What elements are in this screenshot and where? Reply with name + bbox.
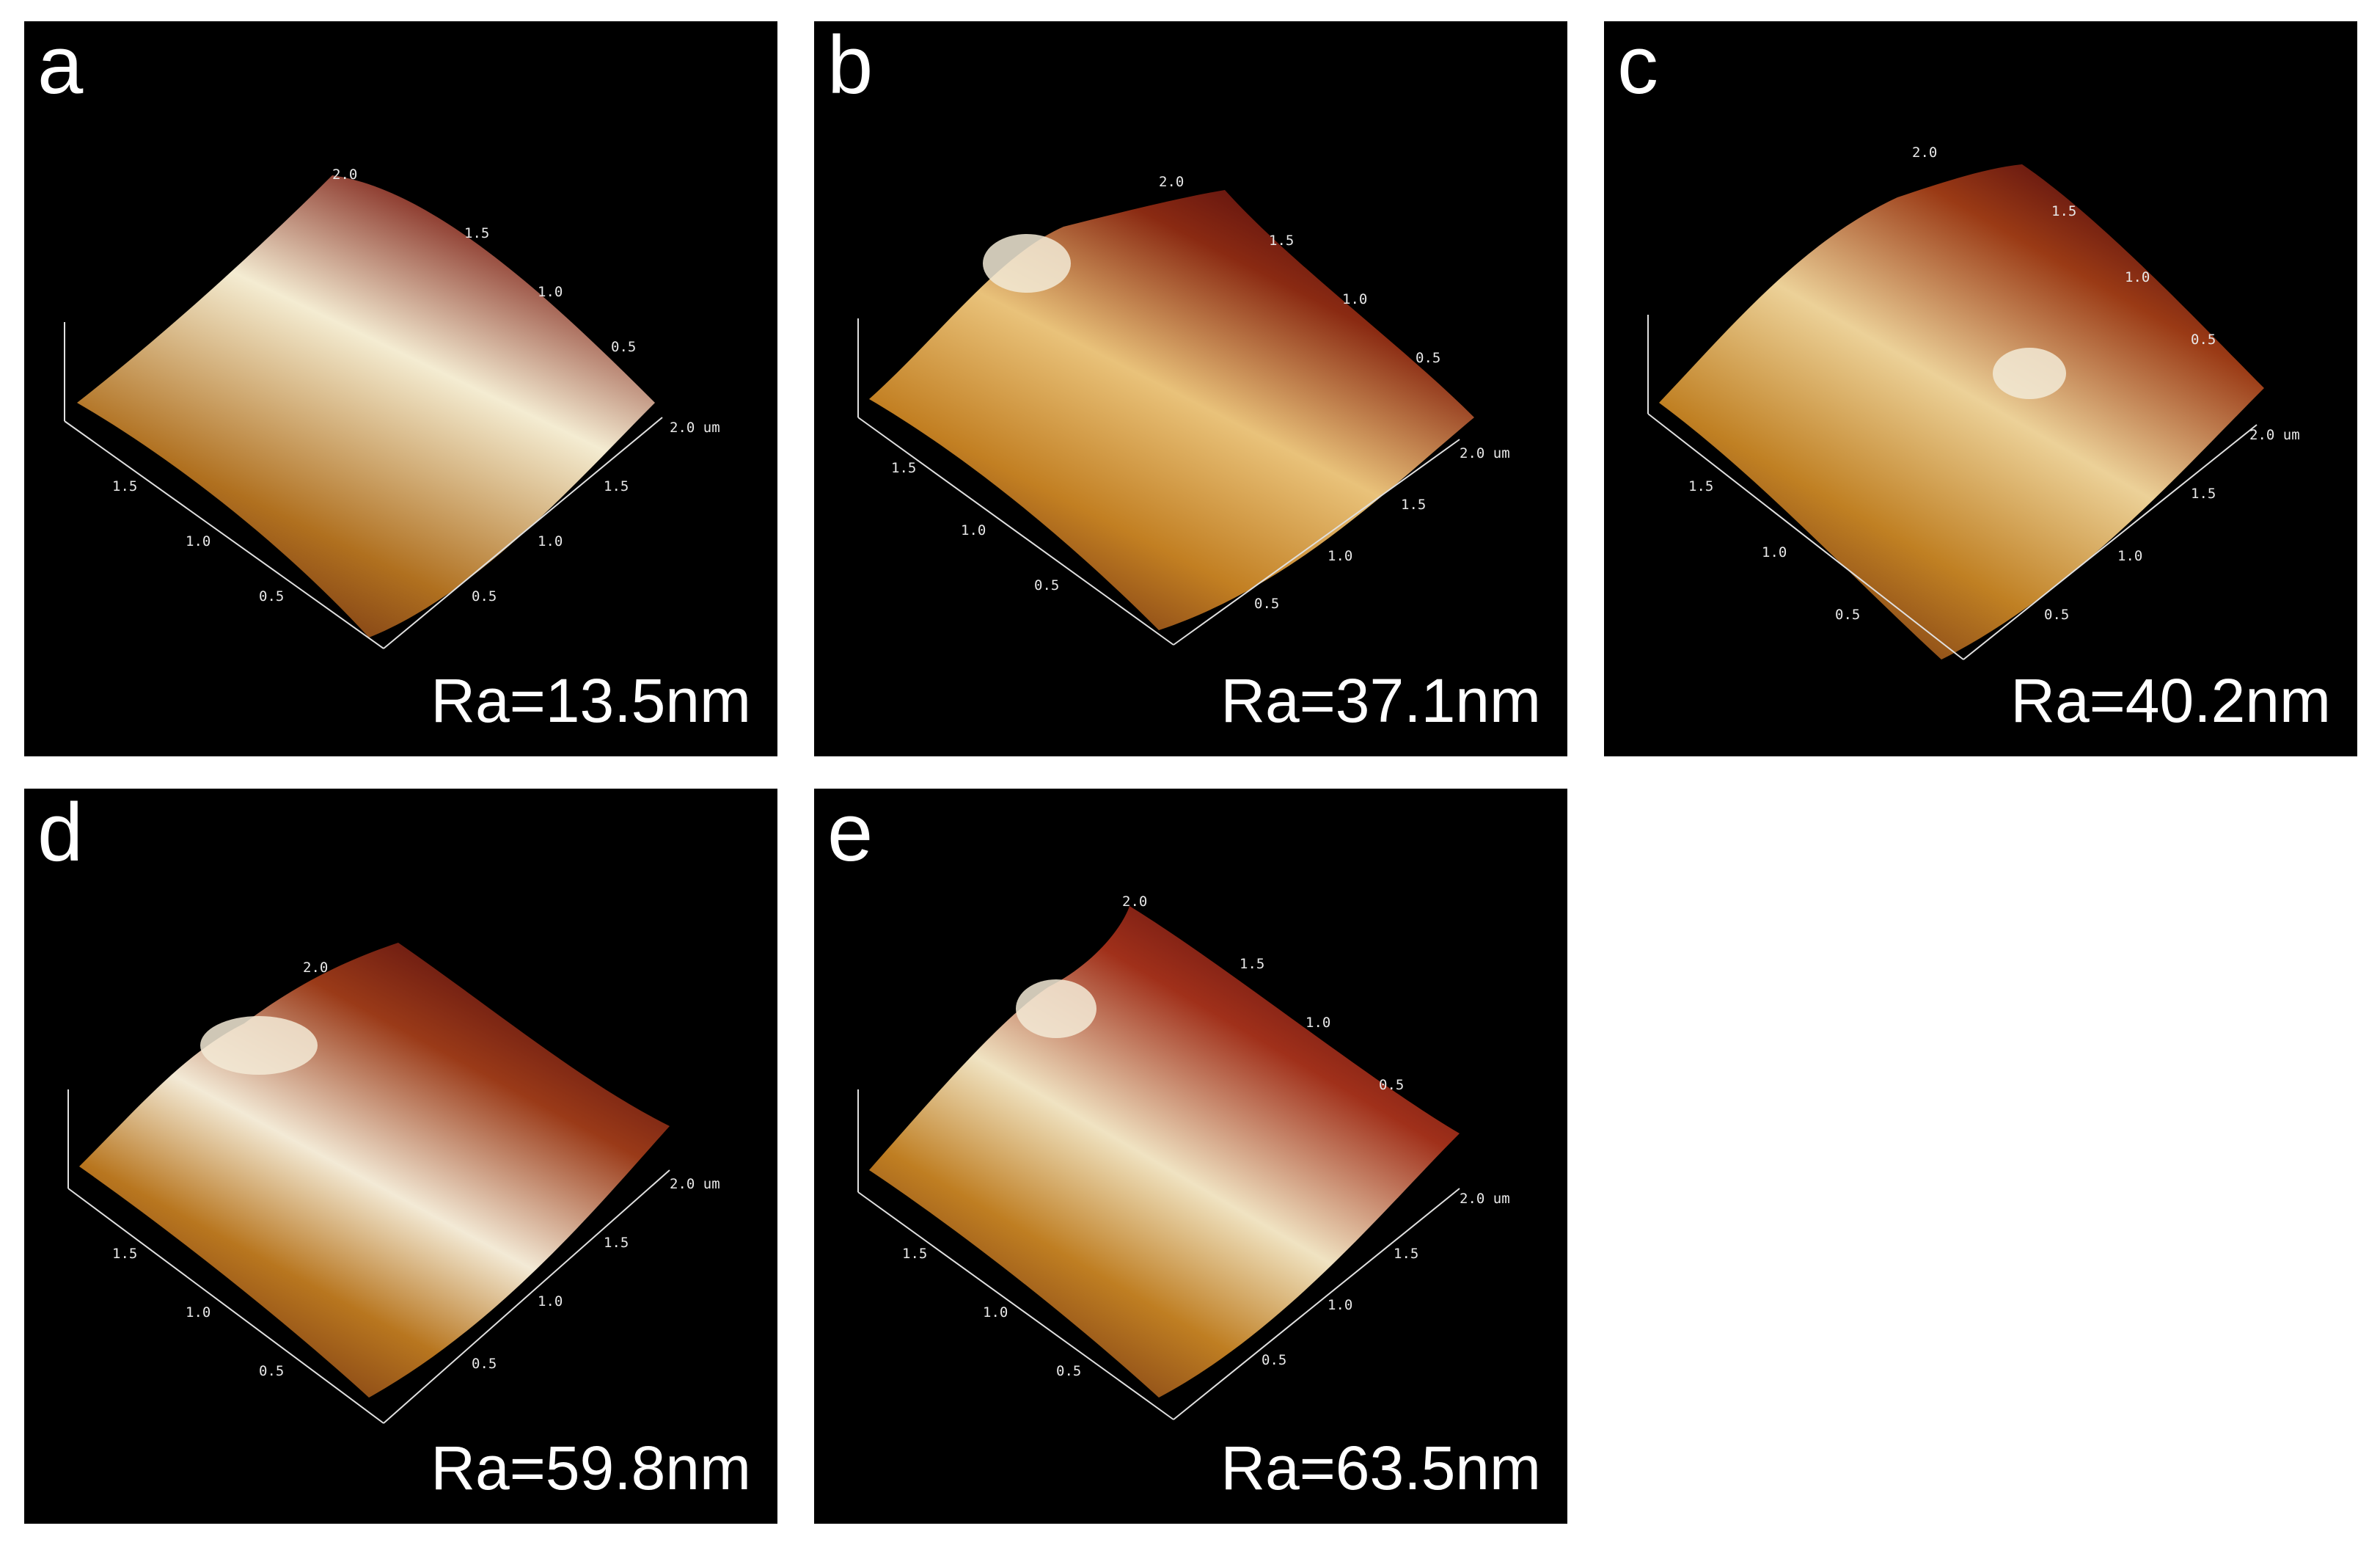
tick-back-3: 1.0: [2125, 269, 2150, 285]
tick-back-2: 1.5: [464, 225, 489, 241]
tick-left-1: 1.5: [1688, 478, 1713, 494]
tick-right-2: 1.5: [1394, 1246, 1418, 1262]
tick-right-2: 1.5: [604, 478, 629, 494]
tick-left-3: 0.5: [1835, 607, 1860, 623]
roughness-label: Ra=13.5nm: [431, 666, 751, 735]
tick-left-2: 1.0: [1762, 544, 1787, 560]
panel-letter: b: [827, 21, 874, 111]
panel-letter: c: [1617, 21, 1658, 111]
afm-surface: [1659, 164, 2264, 660]
tick-back-2: 1.5: [1269, 233, 1294, 249]
tick-left-3: 0.5: [1056, 1363, 1081, 1379]
tick-right-4: 0.5: [472, 1356, 497, 1372]
afm-surface-plot: 1.5 1.0 0.5 2.0 um 1.5 1.0 0.5 2.0 1.5 1…: [857, 174, 1510, 646]
afm-panel-b: 1.5 1.0 0.5 2.0 um 1.5 1.0 0.5 2.0 1.5 1…: [814, 21, 1567, 756]
panel-letter: a: [37, 21, 84, 111]
axis-left: [1647, 413, 1964, 660]
afm-surface-plot: 1.5 1.0 0.5 2.0 um 1.5 1.0 0.5 2.0: [67, 943, 720, 1424]
tick-right-4: 0.5: [1254, 596, 1279, 612]
tick-left-1: 1.5: [902, 1246, 927, 1262]
axis-left: [857, 417, 1174, 646]
tick-left-2: 1.0: [186, 1304, 210, 1321]
panel-letter: d: [37, 789, 84, 878]
roughness-label: Ra=37.1nm: [1220, 666, 1541, 735]
tick-back-2: 1.5: [2051, 203, 2076, 219]
tick-left-3: 0.5: [259, 588, 284, 605]
afm-surface-plot: 1.5 1.0 0.5 2.0 um 1.5 1.0 0.5 2.0 1.5 1…: [1647, 145, 2300, 660]
tick-back-1: 2.0: [1912, 145, 1937, 161]
tick-right-2: 1.5: [1401, 497, 1426, 513]
axis-right: [383, 1169, 670, 1424]
tick-right-1: 2.0 um: [670, 1176, 720, 1192]
axis-right: [1963, 424, 2258, 660]
tick-back-3: 1.0: [1342, 291, 1367, 307]
tick-right-2: 1.5: [604, 1235, 629, 1251]
tick-right-4: 0.5: [2044, 607, 2069, 623]
tick-right-1: 2.0 um: [2249, 427, 2300, 443]
roughness-label: Ra=59.8nm: [431, 1433, 751, 1502]
tick-right-3: 1.0: [1328, 1297, 1352, 1313]
tick-left-3: 0.5: [259, 1363, 284, 1379]
tick-right-3: 1.0: [538, 533, 563, 549]
roughness-label: Ra=63.5nm: [1220, 1433, 1541, 1502]
tick-right-3: 1.0: [2117, 548, 2142, 564]
tick-right-4: 0.5: [472, 588, 497, 605]
afm-surface: [77, 175, 655, 638]
afm-surface: [869, 190, 1474, 630]
tick-left-1: 1.5: [112, 1246, 137, 1262]
tick-left-2: 1.0: [983, 1304, 1008, 1321]
tick-right-1: 2.0 um: [1460, 1191, 1510, 1207]
afm-panel-c: 1.5 1.0 0.5 2.0 um 1.5 1.0 0.5 2.0 1.5 1…: [1604, 21, 2357, 756]
tick-back-1: 2.0: [1159, 174, 1184, 190]
tick-back-4: 0.5: [1416, 350, 1440, 366]
roughness-label: Ra=40.2nm: [2010, 666, 2331, 735]
axis-right: [1173, 1188, 1460, 1420]
tick-back-3: 1.0: [1306, 1015, 1330, 1031]
afm-panel-e: 1.5 1.0 0.5 2.0 um 1.5 1.0 0.5 2.0 1.5 1…: [814, 789, 1567, 1524]
tick-left-1: 1.5: [891, 460, 916, 476]
afm-panel-a: 1.5 1.0 0.5 2.0 um 1.5 1.0 0.5 2.0 1.5 1…: [24, 21, 777, 756]
afm-surface-plot: 1.5 1.0 0.5 2.0 um 1.5 1.0 0.5 2.0 1.5 1…: [857, 894, 1510, 1420]
tick-right-3: 1.0: [1328, 548, 1352, 564]
tick-back-2: 1.5: [1240, 956, 1264, 972]
axis-left: [64, 420, 384, 649]
panel-letter: e: [827, 789, 874, 878]
tick-left-1: 1.5: [112, 478, 137, 494]
afm-surface: [79, 943, 670, 1398]
tick-back-1: 2.0: [1122, 894, 1147, 910]
tick-back-4: 0.5: [611, 339, 636, 355]
surface-peak: [983, 234, 1071, 293]
tick-back-1: 2.0: [332, 167, 357, 183]
axis-right: [1173, 439, 1460, 646]
tick-left-3: 0.5: [1034, 577, 1059, 593]
tick-back-3: 1.0: [538, 284, 563, 300]
surface-peak: [200, 1016, 318, 1075]
tick-left-2: 1.0: [961, 522, 986, 538]
surface-peak: [1993, 348, 2066, 399]
afm-panel-d: 1.5 1.0 0.5 2.0 um 1.5 1.0 0.5 2.0 d Ra=…: [24, 789, 777, 1524]
tick-back-4: 0.5: [1379, 1077, 1404, 1093]
tick-left-2: 1.0: [186, 533, 210, 549]
tick-back-1: 2.0: [303, 960, 328, 976]
axis-right: [383, 417, 663, 649]
tick-right-1: 2.0 um: [670, 420, 720, 436]
tick-right-3: 1.0: [538, 1293, 563, 1310]
tick-back-4: 0.5: [2191, 332, 2216, 348]
surface-peak: [1016, 979, 1096, 1038]
axis-left: [67, 1188, 384, 1424]
afm-surface: [869, 906, 1460, 1398]
tick-right-1: 2.0 um: [1460, 445, 1510, 461]
axis-left: [857, 1191, 1174, 1420]
tick-right-4: 0.5: [1262, 1352, 1286, 1368]
tick-right-2: 1.5: [2191, 486, 2216, 502]
afm-surface-plot: 1.5 1.0 0.5 2.0 um 1.5 1.0 0.5 2.0 1.5 1…: [64, 167, 720, 649]
